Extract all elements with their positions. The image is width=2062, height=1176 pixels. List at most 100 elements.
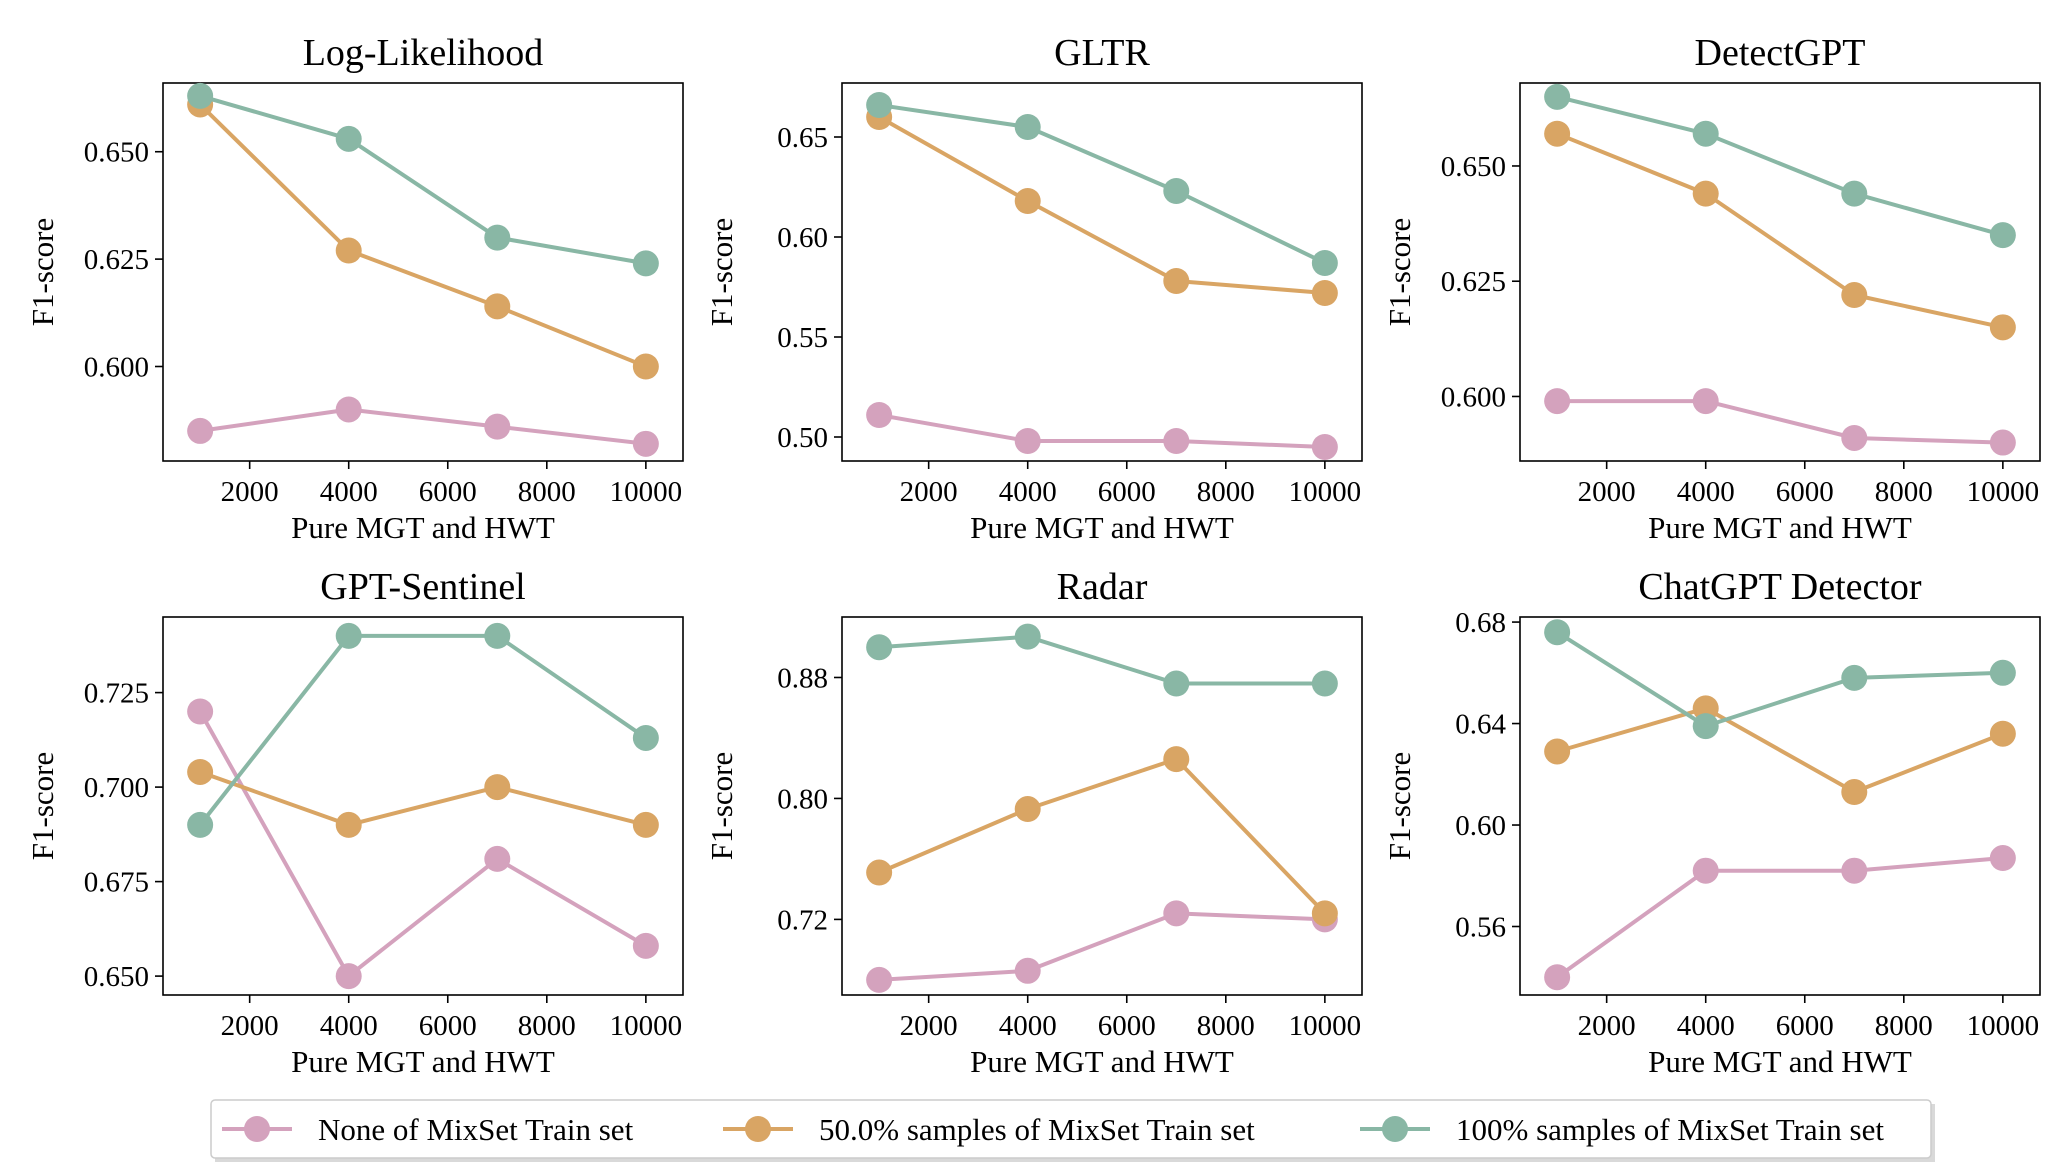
y-tick-label: 0.65	[777, 122, 828, 154]
data-point-full	[1989, 222, 2016, 249]
y-tick-label: 0.50	[777, 422, 828, 454]
data-point-half	[1989, 720, 2016, 747]
series-full	[866, 92, 1338, 276]
y-tick-label: 0.55	[777, 322, 828, 354]
series-none	[187, 396, 659, 457]
data-point-full	[187, 811, 214, 838]
data-point-none	[1163, 428, 1190, 454]
data-point-half	[1544, 120, 1571, 147]
data-point-full	[1311, 250, 1338, 276]
y-tick-label: 0.625	[84, 244, 149, 276]
subplot-title: DetectGPT	[1695, 32, 1866, 74]
series-none	[1544, 388, 2016, 456]
plot-frame	[162, 616, 684, 996]
data-point-full	[1014, 623, 1041, 650]
data-point-half	[335, 811, 362, 838]
x-tick-label: 6000	[1098, 476, 1156, 508]
data-point-full	[866, 634, 893, 661]
series-half	[1544, 120, 2016, 341]
x-tick-label: 8000	[518, 1010, 576, 1042]
data-point-half	[1311, 900, 1338, 927]
series-line-full	[1556, 94, 2004, 238]
legend-marker	[1382, 1116, 1408, 1142]
data-point-full	[335, 622, 362, 649]
x-tick-label: 8000	[1875, 1010, 1933, 1042]
series-full	[187, 82, 659, 277]
x-axis-label: Pure MGT and HWT	[970, 1044, 1234, 1079]
legend-entry-half: 50.0% samples of MixSet Train set	[723, 1112, 1255, 1147]
y-axis-label: F1-score	[704, 752, 739, 860]
data-point-none	[1692, 857, 1719, 884]
y-axis-label: F1-score	[1382, 752, 1417, 860]
series-full	[1544, 619, 2016, 740]
y-tick-label: 0.88	[777, 662, 828, 694]
subplot-4: GPT-Sentinel 2000 4000 6000 8000 10000 0.650 0.…	[25, 566, 684, 1079]
legend-entry-full: 100% samples of MixSet Train set	[1360, 1112, 1884, 1147]
y-tick-label: 0.56	[1455, 912, 1506, 944]
data-point-none	[335, 963, 362, 990]
y-tick-label: 0.725	[84, 678, 149, 710]
data-point-half	[484, 774, 511, 801]
series-line-none	[878, 911, 1325, 982]
series-line-half	[198, 103, 647, 369]
x-tick-label: 10000	[610, 476, 683, 508]
data-point-full	[1841, 664, 1868, 691]
x-tick-label: 8000	[1197, 476, 1255, 508]
data-point-half	[1311, 280, 1338, 306]
series-line-half	[1556, 706, 2004, 794]
y-tick-label: 0.60	[1455, 810, 1506, 842]
data-point-none	[866, 966, 893, 993]
legend-marker	[244, 1116, 270, 1142]
series-line-half	[199, 770, 647, 827]
data-point-none	[632, 430, 659, 457]
plot-frame	[1519, 616, 2041, 996]
plot-frame	[162, 82, 684, 462]
x-tick-label: 8000	[1875, 476, 1933, 508]
data-point-full	[335, 125, 362, 152]
data-point-half	[484, 293, 511, 320]
data-point-half	[1841, 779, 1868, 806]
series-line-half	[878, 757, 1327, 915]
x-tick-label: 2000	[900, 1010, 958, 1042]
series-line-full	[199, 93, 647, 266]
data-point-none	[484, 845, 511, 872]
data-point-full	[1841, 180, 1868, 207]
x-tick-label: 10000	[1967, 1010, 2040, 1042]
x-tick-label: 6000	[419, 1010, 477, 1042]
series-line-half	[878, 115, 1326, 295]
x-tick-label: 6000	[1776, 1010, 1834, 1042]
data-point-full	[866, 92, 893, 118]
data-point-half	[1163, 746, 1190, 773]
legend-entry-none: None of MixSet Train set	[222, 1112, 634, 1147]
y-tick-label: 0.80	[777, 783, 828, 815]
data-point-half	[1841, 282, 1868, 309]
x-tick-label: 4000	[999, 476, 1057, 508]
subplot-title: Radar	[1057, 566, 1148, 608]
series-none	[866, 402, 1338, 460]
x-tick-label: 2000	[1578, 1010, 1636, 1042]
data-point-half	[1544, 738, 1571, 765]
subplot-1: Log-Likelihood 2000 4000 6000 8000 10000 0.600…	[25, 32, 684, 545]
data-point-none	[1989, 429, 2016, 456]
x-tick-label: 10000	[1289, 476, 1362, 508]
data-point-none	[1544, 964, 1571, 991]
data-point-half	[1989, 314, 2016, 341]
subplot-title: GPT-Sentinel	[320, 566, 526, 608]
subplot-6: ChatGPT Detector 2000 4000 6000 8000 10000 0.5…	[1382, 566, 2041, 1079]
series-half	[187, 91, 659, 380]
x-tick-label: 6000	[419, 476, 477, 508]
x-tick-label: 10000	[1289, 1010, 1362, 1042]
data-point-full	[1163, 178, 1190, 204]
y-tick-label: 0.68	[1455, 607, 1506, 639]
data-point-none	[632, 932, 659, 959]
x-tick-label: 6000	[1098, 1010, 1156, 1042]
x-tick-label: 2000	[1578, 476, 1636, 508]
x-tick-label: 4000	[1677, 476, 1735, 508]
data-point-none	[1692, 388, 1719, 415]
y-tick-label: 0.60	[777, 222, 828, 254]
x-tick-label: 2000	[221, 1010, 279, 1042]
data-point-half	[1692, 180, 1719, 207]
data-point-full	[1544, 83, 1571, 110]
